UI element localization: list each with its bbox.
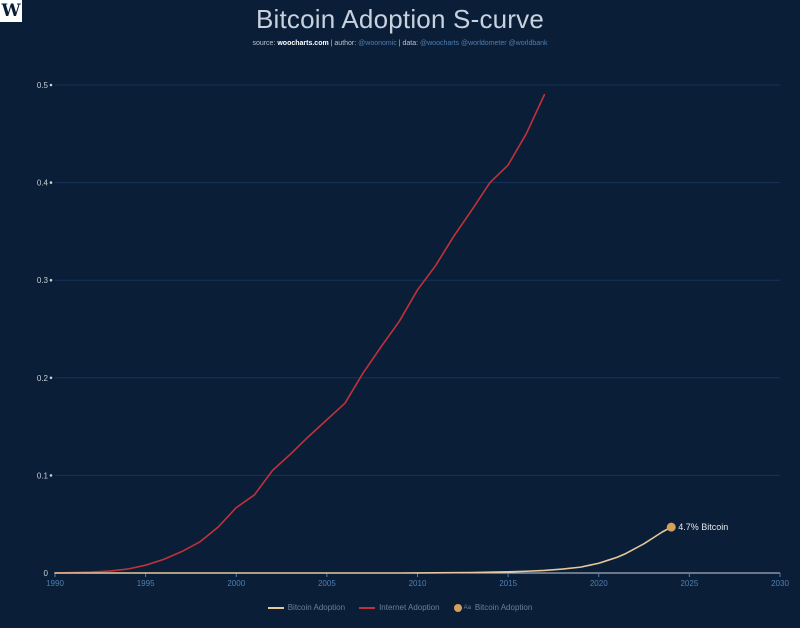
- legend-item[interactable]: Bitcoin Adoption: [267, 603, 346, 612]
- woocharts-logo[interactable]: W: [0, 0, 22, 22]
- x-tick-label: 2010: [409, 579, 427, 588]
- legend-label: Internet Adoption: [379, 603, 440, 612]
- end-marker-group: 4.7% Bitcoin: [666, 522, 728, 532]
- y-tick-label: 0.2: [37, 374, 49, 383]
- y-tick-label: 0.4: [37, 179, 49, 188]
- y-tick-dot: [49, 376, 53, 380]
- internet-adoption-line: [54, 93, 546, 574]
- x-tick-label: 2020: [590, 579, 608, 588]
- y-tick-dot: [49, 181, 53, 184]
- legend-item[interactable]: Internet Adoption: [359, 603, 440, 612]
- x-tick-label: 2000: [227, 579, 245, 588]
- legend-marker-swatch: [453, 603, 462, 612]
- bitcoin-end-label: 4.7% Bitcoin: [678, 522, 728, 532]
- legend-item[interactable]: Aa Bitcoin Adoption: [453, 603, 533, 612]
- gridlines: [55, 84, 780, 476]
- legend-label: Bitcoin Adoption: [287, 603, 346, 612]
- axes: 0 0.1 0.2 0.3 0.4 0.5 1990 1995 2000 2005 2010 2015…: [37, 81, 790, 588]
- bitcoin-adoption-line: [54, 526, 673, 574]
- x-tick-label: 2005: [318, 579, 336, 588]
- x-tick-label: 1990: [46, 579, 64, 588]
- legend-line-swatch: [267, 606, 284, 609]
- source-site-link[interactable]: woocharts.com: [277, 40, 329, 47]
- series-lines: [54, 93, 673, 574]
- y-tick-label: 0.1: [37, 471, 49, 480]
- y-tick-dot: [49, 474, 53, 477]
- legend-text-badge: Aa: [463, 604, 471, 611]
- data-sources-link[interactable]: @woocharts @worldometer @worldbank: [420, 40, 548, 47]
- author-link[interactable]: @woonomic: [358, 40, 397, 47]
- legend-line-swatch: [359, 606, 376, 609]
- source-line: source: woocharts.com | author: @woonomi…: [0, 40, 800, 47]
- x-tick-label: 2030: [771, 579, 789, 588]
- x-tick-label: 2015: [499, 579, 517, 588]
- y-tick-label: 0: [44, 569, 49, 578]
- bitcoin-end-marker[interactable]: [666, 522, 676, 532]
- chart-title: Bitcoin Adoption S-curve: [255, 4, 545, 34]
- legend: Bitcoin Adoption Internet Adoption Aa Bitco…: [0, 603, 800, 612]
- legend-label: Bitcoin Adoption: [474, 603, 533, 612]
- y-tick-dot: [49, 83, 53, 87]
- y-tick-label: 0.3: [37, 276, 49, 285]
- y-tick-label: 0.5: [37, 81, 49, 90]
- x-tick-label: 1995: [137, 579, 155, 588]
- data-prefix: | data:: [396, 40, 421, 47]
- source-prefix: source:: [252, 40, 278, 47]
- y-tick-dot: [49, 278, 53, 282]
- author-prefix: | author:: [328, 40, 359, 47]
- x-tick-label: 2025: [680, 579, 698, 588]
